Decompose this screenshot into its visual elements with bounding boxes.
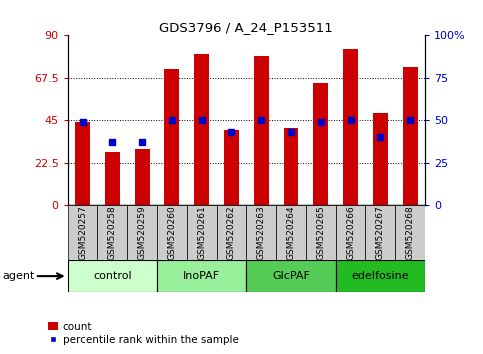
FancyBboxPatch shape [216,205,246,260]
Text: GSM520261: GSM520261 [197,205,206,260]
Bar [224,130,239,205]
Text: GSM520267: GSM520267 [376,205,385,260]
Text: GSM520258: GSM520258 [108,205,117,260]
Text: GSM520257: GSM520257 [78,205,87,260]
Text: GSM520266: GSM520266 [346,205,355,260]
Text: edelfosine: edelfosine [352,271,409,281]
Text: GSM520260: GSM520260 [168,205,176,260]
FancyBboxPatch shape [187,205,216,260]
FancyBboxPatch shape [336,260,425,292]
Text: GSM520268: GSM520268 [406,205,414,260]
Text: GSM520264: GSM520264 [286,205,296,260]
FancyBboxPatch shape [68,205,98,260]
FancyBboxPatch shape [157,205,187,260]
FancyBboxPatch shape [157,260,246,292]
Text: agent: agent [2,271,35,281]
Bar [194,54,209,205]
FancyBboxPatch shape [246,260,336,292]
Bar [373,113,388,205]
FancyBboxPatch shape [98,205,127,260]
Bar [313,82,328,205]
Text: control: control [93,271,131,281]
FancyBboxPatch shape [306,205,336,260]
Bar [135,149,150,205]
FancyBboxPatch shape [246,205,276,260]
FancyBboxPatch shape [127,205,157,260]
Bar [254,56,269,205]
Text: GSM520262: GSM520262 [227,205,236,260]
FancyBboxPatch shape [366,205,395,260]
Text: GSM520263: GSM520263 [257,205,266,260]
Bar [75,122,90,205]
Bar [343,48,358,205]
Title: GDS3796 / A_24_P153511: GDS3796 / A_24_P153511 [159,21,333,34]
Text: GlcPAF: GlcPAF [272,271,310,281]
Text: InoPAF: InoPAF [183,271,220,281]
Legend: count, percentile rank within the sample: count, percentile rank within the sample [44,317,242,349]
Bar [164,69,179,205]
Text: GSM520265: GSM520265 [316,205,325,260]
FancyBboxPatch shape [276,205,306,260]
FancyBboxPatch shape [336,205,366,260]
Bar [105,153,120,205]
Bar [284,128,298,205]
Bar [403,68,418,205]
Text: GSM520259: GSM520259 [138,205,146,260]
FancyBboxPatch shape [395,205,425,260]
FancyBboxPatch shape [68,260,157,292]
